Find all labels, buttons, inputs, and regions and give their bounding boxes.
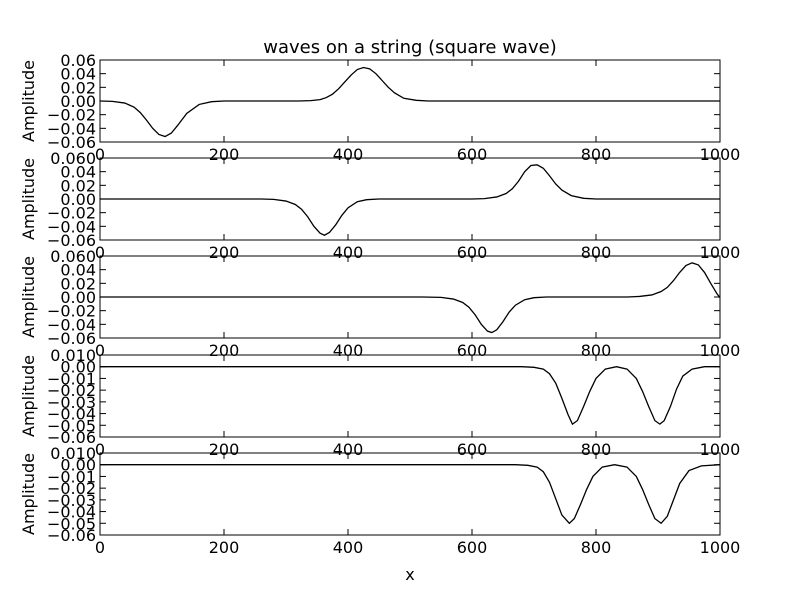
y-tick-label: 0.00: [60, 288, 96, 307]
x-tick-label: 200: [209, 440, 240, 459]
y-tick-label: 0.04: [60, 261, 96, 280]
y-tick-label: 0.02: [60, 78, 96, 97]
subplot-5: 0.0100.00−0.01−0.02−0.03−0.04−0.05−0.060…: [19, 444, 740, 557]
y-tick-label: −0.04: [47, 315, 96, 334]
y-tick-label: −0.06: [47, 329, 96, 348]
y-tick-label: −0.02: [47, 479, 96, 498]
y-tick-label: 0.010: [50, 444, 96, 463]
y-tick-label: 0.00: [60, 456, 96, 475]
x-tick-label: 800: [581, 440, 612, 459]
x-tick-label: 600: [457, 243, 488, 262]
y-tick-label: 0.02: [60, 274, 96, 293]
x-tick-label: 0: [95, 243, 105, 262]
y-tick-label: −0.03: [47, 491, 96, 510]
wave-line: [99, 66, 720, 138]
x-tick-label: 0: [95, 145, 105, 164]
y-axis-label: Amplitude: [19, 256, 38, 338]
subplot-1: 0.060.040.020.00−0.02−0.04−0.060 200 400 60…: [19, 51, 740, 164]
x-tick-label: 1000: [700, 440, 741, 459]
y-tick-label: −0.01: [47, 369, 96, 388]
x-tick-label: 800: [581, 538, 612, 557]
x-tick-label: 800: [581, 243, 612, 262]
y-tick-label: 0.00: [60, 358, 96, 377]
x-tick-label: 200: [209, 145, 240, 164]
y-tick-label: −0.02: [47, 204, 96, 223]
wave-line: [100, 464, 721, 525]
x-tick-label: 400: [333, 440, 364, 459]
wave-line: [100, 262, 721, 334]
y-tick-label: −0.06: [47, 231, 96, 250]
x-tick-label: 600: [457, 440, 488, 459]
x-tick-label: 400: [333, 538, 364, 557]
y-tick-label: 0.010: [50, 346, 96, 365]
y-tick-label: −0.06: [47, 428, 96, 447]
y-tick-label: −0.03: [47, 393, 96, 412]
x-tick-label: 400: [333, 145, 364, 164]
x-tick-label: 400: [333, 243, 364, 262]
y-tick-label: −0.06: [47, 133, 96, 152]
x-tick-label: 1000: [700, 538, 741, 557]
y-tick-label: −0.02: [47, 302, 96, 321]
y-tick-label: −0.04: [47, 405, 96, 424]
x-tick-label: 800: [581, 145, 612, 164]
y-tick-label: 0.00: [60, 92, 96, 111]
y-axis-label: Amplitude: [19, 60, 38, 142]
x-tick-label: 1000: [700, 145, 741, 164]
x-tick-label: 200: [209, 243, 240, 262]
plot-frame: [99, 452, 721, 536]
plot-frame: [99, 354, 721, 438]
y-axis-label: Amplitude: [19, 453, 38, 535]
y-tick-label: 0.00: [60, 190, 96, 209]
wave-line: [100, 164, 720, 236]
x-tick-label: 600: [457, 538, 488, 557]
y-tick-label: −0.05: [47, 514, 96, 533]
y-tick-label: −0.01: [47, 467, 96, 486]
x-axis-label: x: [405, 565, 414, 584]
y-tick-label: 0.060: [50, 247, 96, 266]
subplot-stack: 0.060.040.020.00−0.02−0.04−0.060 200 400 60…: [19, 51, 740, 557]
x-tick-label: 200: [209, 538, 240, 557]
y-tick-label: 0.04: [60, 163, 96, 182]
y-tick-label: −0.02: [47, 381, 96, 400]
wave-line: [100, 366, 720, 426]
x-tick-label: 0: [95, 440, 105, 459]
chart-title: waves on a string (square wave): [263, 37, 556, 58]
x-tick-label: 1000: [700, 243, 741, 262]
y-axis-label: Amplitude: [19, 158, 38, 240]
y-tick-label: −0.04: [47, 217, 96, 236]
y-axis-label: Amplitude: [19, 355, 38, 437]
y-tick-label: −0.05: [47, 416, 96, 435]
x-tick-label: 600: [457, 145, 488, 164]
y-tick-label: −0.04: [47, 503, 96, 522]
y-tick-label: 0.04: [60, 65, 96, 84]
x-tick-label: 0: [95, 538, 105, 557]
subplot-4: 0.0100.00−0.01−0.02−0.03−0.04−0.05−0.060…: [19, 346, 740, 459]
y-tick-label: −0.02: [47, 106, 96, 125]
y-tick-label: 0.060: [50, 149, 96, 168]
y-tick-label: 0.06: [60, 51, 96, 70]
x-tick-label: 0: [95, 341, 105, 360]
y-tick-label: −0.06: [47, 526, 96, 545]
y-tick-label: 0.02: [60, 176, 96, 195]
y-tick-label: −0.04: [47, 119, 96, 138]
